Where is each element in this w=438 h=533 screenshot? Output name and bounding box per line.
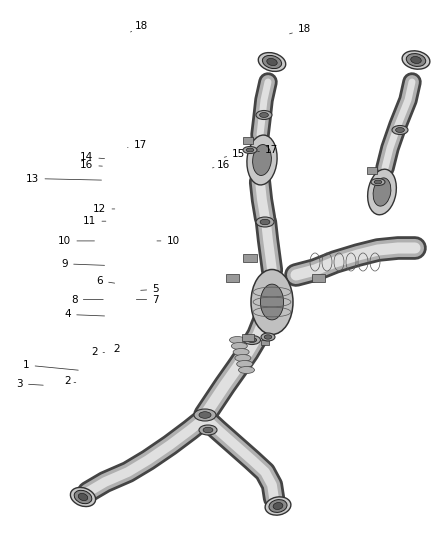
Text: 11: 11 — [83, 216, 106, 226]
Ellipse shape — [230, 336, 246, 343]
Bar — [226, 274, 239, 282]
Text: 18: 18 — [290, 25, 311, 34]
Ellipse shape — [262, 55, 282, 69]
Ellipse shape — [256, 217, 274, 227]
Ellipse shape — [237, 360, 253, 367]
Ellipse shape — [406, 54, 426, 67]
Text: 17: 17 — [127, 140, 147, 150]
Text: 13: 13 — [26, 174, 102, 183]
Ellipse shape — [74, 490, 92, 504]
Text: 14: 14 — [80, 152, 105, 162]
Text: 18: 18 — [131, 21, 148, 32]
Ellipse shape — [392, 125, 408, 134]
Ellipse shape — [260, 219, 270, 225]
Text: 5: 5 — [141, 285, 159, 294]
Text: 8: 8 — [71, 295, 103, 304]
Ellipse shape — [267, 59, 277, 66]
Bar — [243, 136, 253, 143]
Ellipse shape — [260, 112, 268, 117]
Text: 10: 10 — [157, 236, 180, 246]
Ellipse shape — [231, 343, 247, 350]
Text: 15: 15 — [224, 149, 245, 158]
Ellipse shape — [258, 53, 286, 71]
Ellipse shape — [251, 270, 293, 335]
Ellipse shape — [373, 178, 391, 206]
Ellipse shape — [71, 488, 95, 506]
Text: 12: 12 — [93, 204, 115, 214]
Bar — [311, 274, 325, 282]
Ellipse shape — [367, 169, 396, 215]
Ellipse shape — [402, 51, 430, 69]
Text: 3: 3 — [16, 379, 43, 389]
Text: 6: 6 — [96, 276, 115, 286]
Ellipse shape — [253, 144, 272, 175]
Bar — [367, 166, 377, 174]
Bar — [242, 334, 254, 341]
Ellipse shape — [265, 497, 291, 515]
Text: 1: 1 — [23, 360, 78, 370]
Text: 16: 16 — [80, 160, 102, 170]
Text: 2: 2 — [113, 344, 120, 354]
Ellipse shape — [235, 354, 251, 361]
Text: 10: 10 — [58, 236, 95, 246]
Ellipse shape — [261, 284, 283, 320]
Ellipse shape — [264, 335, 272, 339]
Ellipse shape — [239, 367, 254, 374]
Text: 16: 16 — [212, 160, 230, 170]
Ellipse shape — [247, 337, 257, 343]
Ellipse shape — [233, 349, 249, 356]
Ellipse shape — [244, 335, 261, 344]
Ellipse shape — [371, 179, 385, 185]
Bar — [243, 254, 257, 262]
Ellipse shape — [273, 503, 283, 510]
Ellipse shape — [411, 56, 421, 63]
Ellipse shape — [194, 409, 216, 421]
Text: 7: 7 — [136, 295, 159, 304]
Ellipse shape — [203, 427, 213, 433]
Ellipse shape — [243, 147, 257, 154]
Text: 17: 17 — [258, 146, 278, 155]
Bar — [261, 340, 269, 344]
Ellipse shape — [256, 110, 272, 119]
Ellipse shape — [199, 425, 217, 435]
Ellipse shape — [246, 148, 254, 152]
Ellipse shape — [261, 333, 275, 341]
Text: 2: 2 — [91, 347, 105, 357]
Text: 9: 9 — [61, 259, 105, 269]
Text: 2: 2 — [64, 376, 76, 386]
Ellipse shape — [396, 127, 404, 133]
Text: 4: 4 — [64, 310, 105, 319]
Ellipse shape — [374, 180, 382, 184]
Ellipse shape — [78, 494, 88, 500]
Ellipse shape — [199, 411, 211, 418]
Ellipse shape — [269, 499, 287, 512]
Ellipse shape — [247, 135, 277, 185]
